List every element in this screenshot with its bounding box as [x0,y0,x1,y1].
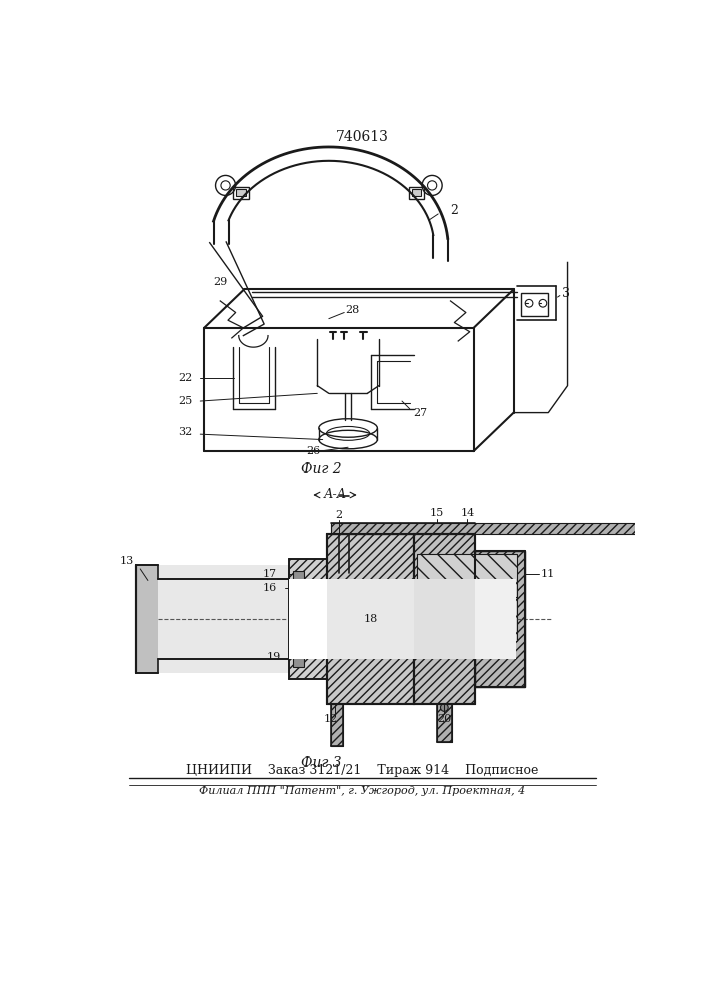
Text: ЦНИИПИ    Заказ 3121/21    Тираж 914    Подписное: ЦНИИПИ Заказ 3121/21 Тираж 914 Подписное [186,764,538,777]
Bar [233,187,249,199]
Text: 29: 29 [213,277,228,287]
Bar [293,571,304,667]
Text: 15: 15 [430,508,444,518]
Text: 740613: 740613 [336,130,388,144]
Circle shape [440,704,448,711]
Bar [327,534,414,704]
Text: 27: 27 [414,408,428,418]
Bar [521,293,549,316]
Bar [327,579,414,659]
Bar [334,583,407,655]
Text: 20: 20 [437,714,452,724]
Text: 14: 14 [460,508,474,518]
Text: 18: 18 [363,614,378,624]
Text: 12: 12 [324,714,338,724]
Bar [409,187,424,199]
Text: Фиг 3: Фиг 3 [301,756,341,770]
Text: 19: 19 [267,652,281,662]
Text: 22: 22 [178,373,192,383]
Bar [288,579,327,659]
Bar [414,534,475,704]
Bar [288,559,327,679]
Text: 32: 32 [178,427,192,437]
Bar [136,565,288,673]
Text: 17: 17 [263,569,277,579]
Text: 3: 3 [562,287,570,300]
Text: 26: 26 [306,446,320,456]
Bar [412,189,421,196]
Bar [136,565,158,673]
Bar [331,704,343,746]
Bar [417,597,518,641]
Text: 28: 28 [345,305,359,315]
Bar [331,523,707,534]
Text: 2: 2 [335,510,342,520]
Bar [414,579,475,659]
Text: 13: 13 [120,556,134,566]
Text: 2: 2 [450,204,458,217]
Text: Филиал ППП "Патент", г. Ужгород, ул. Проектная, 4: Филиал ППП "Патент", г. Ужгород, ул. Про… [199,786,525,796]
Bar [437,704,452,742]
Bar [236,189,245,196]
Text: 25: 25 [178,396,192,406]
Text: 11: 11 [541,569,555,579]
Bar [475,551,525,687]
Bar [417,554,518,597]
Text: 16: 16 [263,583,277,593]
Bar [475,579,516,659]
Text: Фиг 2: Фиг 2 [301,462,341,476]
Text: А-А: А-А [323,488,346,501]
